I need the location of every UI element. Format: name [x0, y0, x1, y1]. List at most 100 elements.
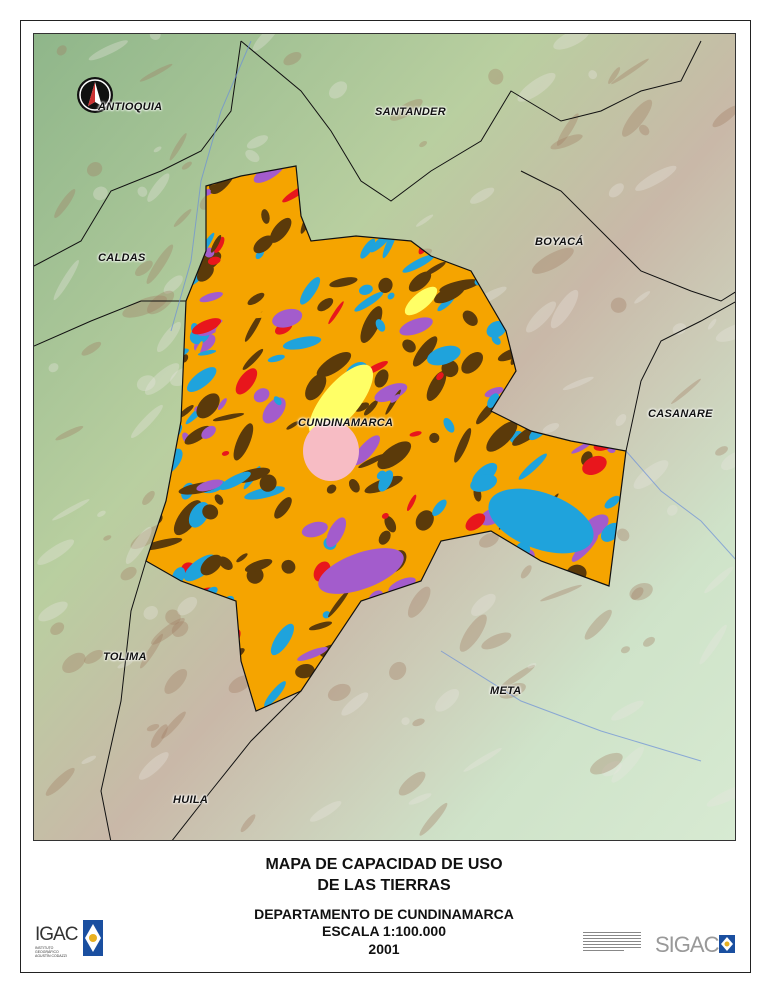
relief-mark [621, 99, 653, 137]
region-label-boyaca: BOYACÁ [535, 236, 584, 248]
relief-mark [390, 98, 423, 121]
relief-mark [50, 622, 65, 636]
relief-mark [327, 683, 351, 702]
relief-mark [540, 584, 582, 602]
relief-mark [542, 423, 560, 434]
land-class-patch [219, 471, 251, 490]
land-class-patch [328, 301, 344, 325]
map-canvas[interactable] [33, 33, 736, 841]
relief-mark [328, 81, 348, 99]
land-class-patch [378, 470, 394, 492]
land-class-patch [486, 320, 507, 338]
land-class-patch [189, 341, 203, 371]
land-class-patch [295, 664, 315, 679]
land-class-patch [235, 368, 258, 395]
relief-mark [499, 682, 526, 699]
land-class-patch [406, 494, 417, 511]
land-class-patch [316, 351, 352, 378]
relief-mark [97, 510, 106, 517]
relief-mark [615, 414, 627, 427]
relief-mark [177, 596, 198, 616]
relief-mark [550, 289, 579, 329]
relief-mark [584, 609, 612, 640]
relief-mark [721, 451, 735, 471]
relief-mark [706, 784, 735, 807]
relief-mark [144, 363, 180, 395]
land-class-patch [329, 277, 358, 288]
land-class-patch [202, 504, 219, 520]
relief-mark [283, 52, 302, 66]
fine-print [583, 932, 641, 962]
map-subtitle-department: DEPARTAMENTO DE CUNDINAMARCA [254, 906, 514, 922]
map-title-line1: MAPA DE CAPACIDAD DE USO [265, 856, 503, 873]
relief-mark [643, 636, 655, 647]
relief-mark [601, 761, 622, 777]
relief-mark [173, 209, 192, 227]
land-class-patch [381, 512, 389, 519]
relief-mark [610, 297, 627, 313]
region-label-casanare: CASANARE [648, 408, 713, 420]
land-class-patch [486, 421, 518, 452]
relief-mark [608, 183, 624, 198]
land-class-patch [200, 554, 223, 576]
relief-mark [620, 646, 631, 654]
relief-mark [527, 662, 537, 669]
land-class-patch [461, 352, 484, 374]
land-class-patch [378, 277, 393, 294]
relief-mark [163, 275, 183, 294]
land-class-patch [178, 405, 194, 419]
relief-mark [634, 291, 651, 304]
land-class-patch [269, 217, 292, 243]
land-class-patch [358, 453, 386, 469]
relief-mark [137, 186, 148, 197]
land-class-patch [191, 318, 222, 335]
land-class-patch [253, 388, 270, 403]
relief-mark [608, 67, 621, 84]
relief-mark [672, 323, 687, 335]
land-class-patch [197, 349, 217, 356]
land-class-patch [326, 517, 347, 548]
land-class-patch [299, 276, 321, 305]
relief-mark [699, 624, 727, 665]
sigac-logo: SIGAC [655, 932, 740, 962]
region-label-santander: SANTANDER [375, 106, 446, 118]
relief-mark [481, 632, 512, 650]
relief-mark [617, 528, 630, 542]
relief-mark [48, 363, 59, 373]
sigac-emblem-icon [719, 935, 735, 953]
relief-mark [86, 162, 103, 177]
relief-mark [138, 752, 169, 780]
land-class-patch [402, 339, 416, 353]
land-class-patch [280, 271, 292, 281]
relief-mark [54, 189, 76, 218]
relief-mark [526, 301, 557, 333]
relief-mark [150, 724, 168, 748]
land-class-patch [253, 235, 274, 254]
relief-mark [120, 566, 137, 581]
land-class-patch [446, 520, 460, 536]
igac-logo: IGAC INSTITUTO GEOGRÁFICO AGUSTÍN CODAZZ… [35, 920, 107, 958]
land-class-patch [255, 580, 292, 600]
relief-mark [164, 668, 188, 694]
relief-mark [151, 617, 185, 645]
relief-mark [562, 376, 594, 391]
land-class-patch [282, 336, 322, 350]
igac-emblem-icon [83, 920, 103, 956]
relief-mark [246, 135, 268, 149]
land-class-patch [518, 453, 547, 480]
land-class-patch [214, 236, 225, 253]
land-class-patch [358, 284, 373, 295]
relief-mark [171, 621, 189, 637]
land-class-patch [261, 209, 270, 224]
relief-mark [712, 105, 735, 128]
relief-mark [556, 113, 579, 146]
relief-mark [629, 582, 653, 601]
land-class-patch [226, 519, 241, 529]
land-class-zone [318, 548, 404, 594]
land-class-patch [443, 417, 455, 433]
relief-mark [45, 767, 75, 796]
land-class-patch [210, 187, 220, 194]
relief-mark [412, 718, 425, 727]
relief-mark [130, 404, 163, 439]
land-class-patch [328, 589, 350, 618]
